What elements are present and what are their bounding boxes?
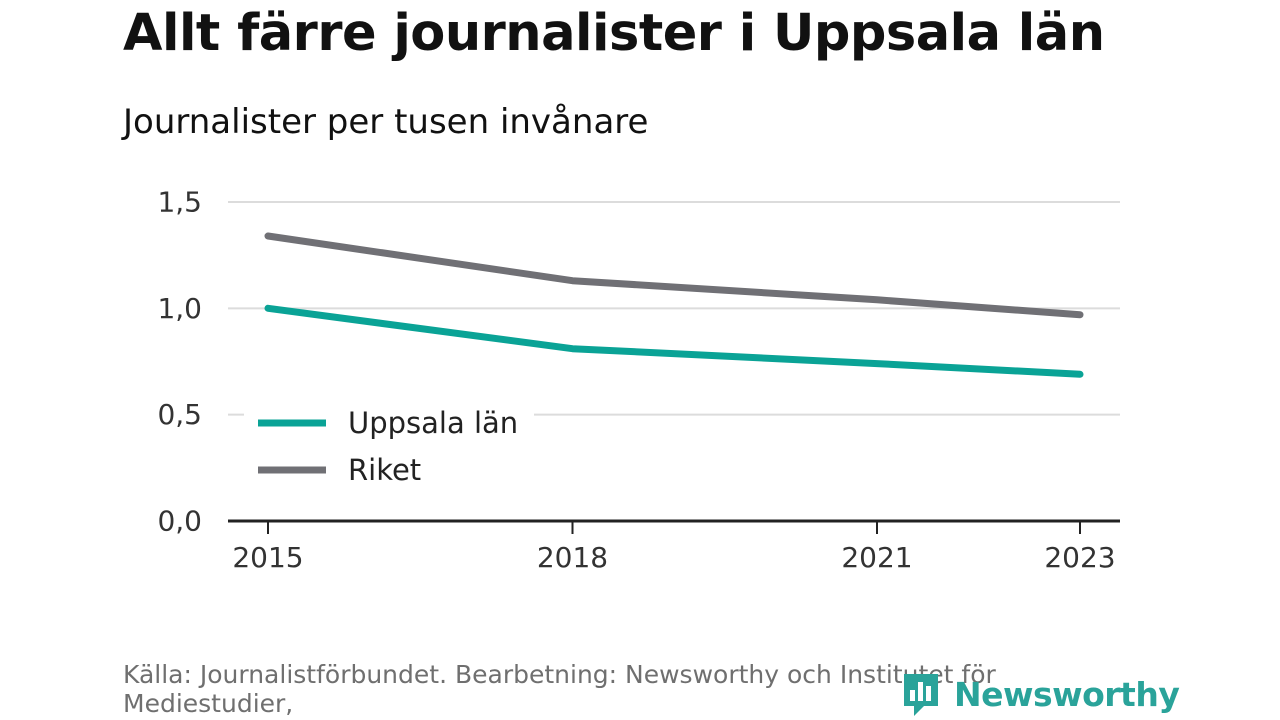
series-line xyxy=(264,304,1084,378)
legend-background xyxy=(244,398,534,498)
y-tick-label: 0,0 xyxy=(157,505,202,538)
legend: Uppsala län Riket xyxy=(244,398,534,498)
legend-label: Uppsala län xyxy=(348,406,518,440)
y-tick-label: 1,5 xyxy=(157,186,202,219)
chart-title: Allt färre journalister i Uppsala län xyxy=(123,4,1105,63)
series-line xyxy=(264,232,1084,319)
series-lines xyxy=(264,232,1084,378)
legend-label: Riket xyxy=(348,453,421,487)
newsworthy-logo-icon xyxy=(904,674,938,716)
brand-logo: Newsworthy xyxy=(900,668,1180,720)
x-tick-label: 2023 xyxy=(1044,541,1115,574)
chart-subtitle: Journalister per tusen invånare xyxy=(123,102,649,142)
brand-name: Newsworthy xyxy=(954,674,1180,714)
x-axis: 2015 2018 2021 2023 xyxy=(228,519,1120,574)
y-tick-label: 1,0 xyxy=(157,292,202,325)
x-tick-label: 2018 xyxy=(537,541,608,574)
source-note: Källa: Journalistförbundet. Bearbetning:… xyxy=(123,660,996,718)
x-tick-label: 2015 xyxy=(232,541,303,574)
y-tick-label: 0,5 xyxy=(157,398,202,431)
x-tick-label: 2021 xyxy=(841,541,912,574)
